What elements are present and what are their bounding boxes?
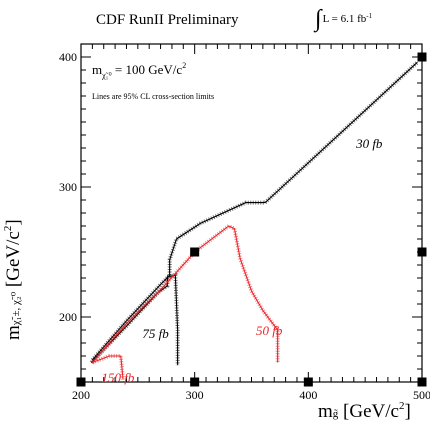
contour-label: 50 fb [256,323,283,338]
grid-point-marker [417,52,427,62]
x-tick-label: 400 [299,388,317,402]
contour-band [90,223,280,364]
annotation-layer: mχ̃₁⁰ = 100 GeV/c2 Lines are 95% CL cros… [92,61,214,101]
contour-label: 30 fb [355,136,383,151]
grid-point-marker [417,377,427,387]
contour-layer [89,60,419,380]
contour-line [92,355,124,380]
x-tick-label: 500 [413,388,430,402]
contour-label: 75 fb [142,326,169,341]
y-tick-label: 400 [59,50,77,64]
y-tick-label: 200 [59,310,77,324]
luminosity-value: L = 6.1 fb [322,13,367,25]
grid-point-marker [303,377,313,387]
grid-point-marker [417,247,427,257]
contour-label-layer: 30 fb 75 fb 50 fb 150 fb [101,136,382,385]
x-axis-label: mg̃ [GeV/c2] [318,400,411,422]
contour-label: 150 fb [101,370,134,385]
contour-line [91,61,418,361]
limits-note: Lines are 95% CL cross-section limits [92,92,214,101]
grid-point-marker [190,247,200,257]
marker-layer [76,52,427,387]
integral-symbol: ∫ [315,6,322,32]
axis-tick-labels: 200 300 400 500 200 300 400 [59,50,430,402]
x-tick-label: 200 [72,388,90,402]
y-tick-label: 300 [59,180,77,194]
y-axis-label: mχ̃₁±, χ̃₂⁰ [GeV/c2] [2,219,24,340]
grid-point-marker [190,377,200,387]
luminosity-label: ∫L = 6.1 fb-1 [315,6,372,33]
luminosity-exponent: -1 [366,12,373,20]
grid-point-marker [76,377,86,387]
axis-ticks [80,44,423,382]
mass-annotation: mχ̃₁⁰ = 100 GeV/c2 [92,61,186,80]
chart-header-title: CDF RunII Preliminary [96,12,239,28]
contour-line [91,225,279,363]
x-tick-label: 300 [186,388,204,402]
